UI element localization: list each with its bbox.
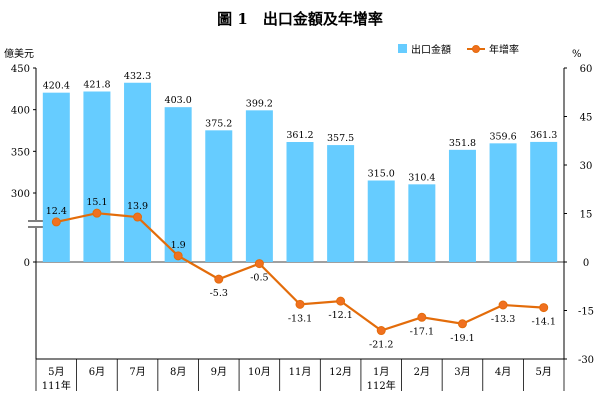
- x-tick-label: 4月: [495, 366, 511, 378]
- bar: [327, 145, 355, 262]
- growth-point: [498, 300, 508, 310]
- bar-value-label: 432.3: [124, 71, 151, 82]
- bar-value-label: 375.2: [205, 118, 232, 129]
- legend-bar-swatch: [398, 44, 407, 53]
- x-tick-label: 2月: [414, 366, 430, 378]
- bar: [408, 184, 436, 262]
- x-tick-label: 3月: [454, 366, 470, 378]
- legend: 出口金額 年增率: [398, 43, 519, 56]
- bar: [245, 110, 273, 262]
- bar: [367, 180, 395, 262]
- x-tick-label: 5月: [48, 366, 64, 378]
- growth-value-label: -12.1: [328, 310, 352, 321]
- growth-value-label: 1.9: [171, 240, 186, 251]
- x-tick-label: 9月: [211, 366, 227, 378]
- x-tick-label: 5月: [536, 366, 552, 378]
- bar: [164, 107, 192, 263]
- left-tick-label: 400: [11, 106, 30, 117]
- x-tick-label: 11月: [289, 366, 312, 378]
- axis-break-gap: [28, 220, 44, 228]
- growth-point: [336, 296, 346, 306]
- growth-point: [539, 303, 549, 313]
- right-tick-label: -30: [578, 355, 594, 366]
- growth-point: [173, 251, 183, 261]
- growth-point: [214, 274, 224, 284]
- x-tick-label: 10月: [248, 366, 271, 378]
- x-tick-label: 1月: [373, 366, 389, 378]
- bar: [205, 130, 233, 262]
- bar: [448, 149, 476, 262]
- bar-value-label: 357.5: [327, 133, 354, 144]
- legend-line-marker: [472, 45, 480, 53]
- bar-value-label: 403.0: [165, 95, 192, 106]
- right-tick-label: 15: [580, 210, 593, 221]
- bar-value-label: 315.0: [368, 169, 395, 180]
- growth-value-label: -13.3: [491, 314, 515, 325]
- right-tick-label: 30: [580, 161, 593, 172]
- bar-value-label: 361.2: [286, 130, 313, 141]
- growth-point: [92, 208, 102, 218]
- bar-value-label: 361.3: [530, 130, 557, 141]
- left-axis-unit: 億美元: [4, 47, 34, 60]
- bar-value-label: 351.8: [449, 138, 476, 149]
- x-year-label: 112年: [367, 379, 396, 392]
- growth-point: [376, 326, 386, 336]
- x-tick-label: 8月: [170, 366, 186, 378]
- legend-line-label: 年增率: [489, 43, 519, 56]
- growth-value-label: -0.5: [250, 273, 268, 284]
- growth-point: [51, 217, 61, 227]
- x-tick-label: 12月: [329, 366, 352, 378]
- growth-point: [457, 319, 467, 329]
- x-tick-label: 6月: [89, 366, 105, 378]
- bar: [83, 91, 111, 262]
- right-tick-label: -15: [578, 307, 594, 318]
- growth-point: [254, 259, 264, 269]
- bars: [42, 82, 558, 263]
- right-tick-label: 45: [580, 113, 593, 124]
- right-tick-label: 0: [583, 258, 589, 269]
- right-tick-label: 60: [580, 64, 593, 75]
- growth-value-label: 13.9: [127, 201, 148, 212]
- growth-value-label: 12.4: [46, 206, 67, 217]
- bar: [489, 143, 517, 262]
- bar-value-label: 310.4: [408, 172, 435, 183]
- bar: [530, 141, 558, 262]
- growth-point: [295, 299, 305, 309]
- left-tick-label: 450: [11, 64, 30, 75]
- chart-title: 圖 1 出口金額及年增率: [217, 10, 383, 28]
- x-year-label: 111年: [42, 379, 71, 392]
- left-tick-label: 0: [24, 258, 30, 269]
- data-labels: 420.4 421.8 432.3 403.0 375.2 399.2 361.2 357.5…: [43, 71, 558, 351]
- growth-value-label: -13.1: [288, 313, 312, 324]
- left-tick-label: 300: [11, 189, 30, 200]
- growth-point: [417, 312, 427, 322]
- growth-line: [51, 208, 549, 336]
- bar-value-label: 359.6: [489, 131, 516, 142]
- right-axis-unit: %: [572, 49, 582, 60]
- left-tick-label: 350: [11, 147, 30, 158]
- growth-point: [133, 212, 143, 222]
- growth-value-label: 15.1: [86, 197, 107, 208]
- bar: [286, 142, 314, 262]
- bar-value-label: 420.4: [43, 81, 70, 92]
- growth-value-label: -14.1: [532, 317, 556, 328]
- bar-value-label: 421.8: [83, 80, 110, 91]
- growth-value-label: -19.1: [450, 333, 474, 344]
- legend-bar-label: 出口金額: [411, 43, 451, 56]
- bar: [42, 92, 70, 263]
- growth-value-label: -17.1: [410, 326, 434, 337]
- bar: [124, 82, 152, 262]
- growth-value-label: -21.2: [369, 340, 393, 351]
- growth-value-label: -5.3: [210, 288, 228, 299]
- x-tick-label: 7月: [129, 366, 145, 378]
- bar-value-label: 399.2: [246, 98, 273, 109]
